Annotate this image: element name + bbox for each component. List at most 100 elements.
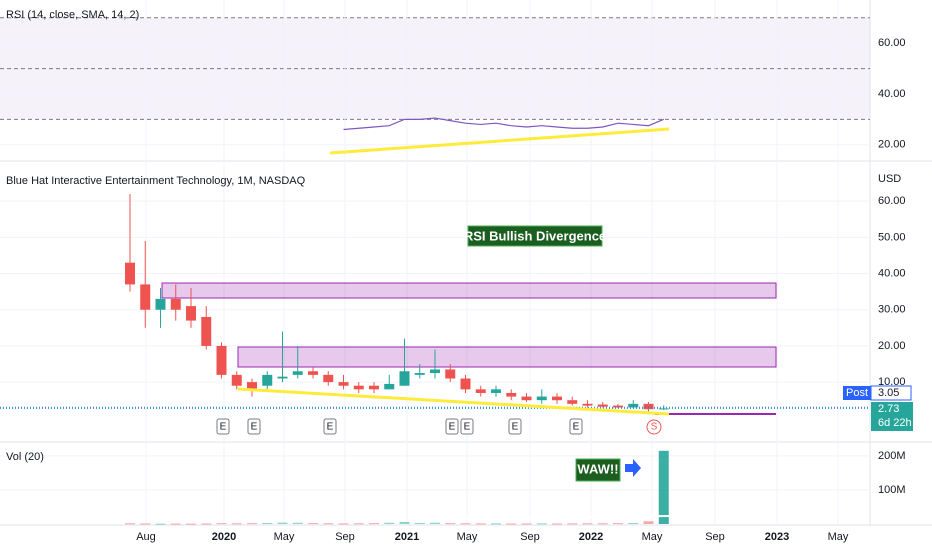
earnings-marker: E: [449, 422, 456, 433]
x-tick-label: 2022: [579, 531, 603, 543]
pane-label: Vol (20): [6, 451, 44, 463]
volume-bar: [567, 523, 578, 525]
x-tick-label: 2021: [395, 531, 419, 543]
volume-trendline: [424, 515, 670, 521]
earnings-marker: E: [251, 422, 258, 433]
x-tick-label: 2020: [212, 531, 236, 543]
arrow-icon: [625, 459, 641, 477]
last-price: 2.73: [878, 403, 899, 415]
candle-body: [277, 376, 288, 379]
candle-body: [186, 306, 196, 321]
rsi-trendline: [329, 127, 670, 155]
volume-bar: [247, 523, 257, 525]
candle-body: [201, 316, 212, 346]
volume-bar: [155, 523, 166, 525]
candle-body: [170, 298, 181, 310]
y-tick-label: 100M: [878, 484, 906, 496]
earnings-marker: E: [220, 422, 227, 433]
candle-body: [643, 403, 654, 410]
volume-bar: [506, 523, 517, 525]
annotation-box: [467, 225, 603, 247]
post-price-badge: [870, 385, 912, 401]
volume-bar: [628, 522, 639, 524]
annotation: WAW!!: [577, 461, 618, 476]
x-tick-label: Sep: [520, 531, 540, 543]
y-tick-label: 40.00: [878, 267, 906, 279]
volume-bar: [613, 523, 623, 525]
earnings-marker: E: [327, 422, 334, 433]
volume-bar: [643, 521, 654, 524]
candle-body: [399, 371, 410, 386]
candle-body: [628, 403, 639, 408]
volume-bar: [216, 523, 227, 525]
rsi-line: [343, 117, 664, 131]
candle-body: [369, 385, 379, 390]
annotation: RSI Bullish Divergence: [464, 228, 606, 243]
volume-bar: [582, 523, 593, 525]
volume-bar: [460, 523, 471, 525]
volume-bar: [384, 522, 395, 524]
candle-body: [155, 298, 166, 310]
candle-body: [567, 400, 578, 404]
candle-body: [597, 404, 608, 407]
countdown: 6d 22h: [878, 417, 912, 429]
price-trendline: [237, 387, 670, 416]
annotation-box: [575, 458, 621, 482]
candle-body: [292, 371, 303, 375]
volume-bar: [552, 523, 562, 525]
volume-bar: [262, 522, 273, 524]
volume-bar: [430, 522, 440, 524]
volume-bar: [597, 523, 608, 525]
candle-body: [445, 369, 456, 379]
earnings-icon: [216, 418, 230, 435]
y-tick-label: 60.00: [878, 37, 906, 49]
volume-bar: [475, 523, 486, 525]
x-tick-label: May: [828, 531, 849, 543]
x-tick-label: May: [642, 531, 663, 543]
last-price-badge: [871, 402, 913, 431]
candle-body: [491, 389, 501, 393]
volume-bar: [277, 522, 288, 524]
resistance-zone: [237, 346, 777, 368]
candle-body: [552, 396, 562, 401]
volume-bar: [201, 523, 212, 525]
candle-body: [582, 403, 593, 406]
candle-body: [475, 389, 486, 393]
earnings-icon: [445, 418, 459, 435]
y-tick-label: 40.00: [878, 88, 906, 100]
post-price: 3.05: [878, 387, 899, 399]
y-tick-label: 30.00: [878, 304, 906, 316]
candle-body: [506, 392, 517, 397]
candle-body: [430, 369, 440, 374]
split-icon: [646, 419, 662, 435]
candle-body: [247, 382, 257, 390]
earnings-marker: E: [512, 422, 519, 433]
candle-body: [460, 378, 471, 390]
earnings-icon: [508, 418, 522, 435]
y-tick-label: 10.00: [878, 376, 906, 388]
split-marker: S: [651, 422, 658, 433]
post-label: Post: [846, 387, 868, 399]
volume-bar: [140, 523, 151, 525]
earnings-marker: E: [464, 422, 471, 433]
candle-body: [216, 345, 227, 375]
y-tick-label: 200M: [878, 450, 906, 462]
candle-body: [231, 374, 242, 386]
candle-body: [384, 383, 395, 390]
volume-bar: [491, 523, 501, 525]
earnings-marker: E: [573, 422, 580, 433]
y-tick-label: 20.00: [878, 139, 906, 151]
volume-bar: [414, 522, 425, 524]
post-badge: [843, 386, 871, 400]
candle-body: [262, 374, 273, 386]
currency: USD: [878, 173, 901, 185]
earnings-icon: [460, 418, 474, 435]
volume-bar: [369, 523, 379, 525]
volume-bar: [338, 523, 349, 525]
volume-bar: [186, 523, 196, 525]
volume-bar: [231, 523, 242, 525]
volume-bar: [399, 521, 410, 524]
candle-body: [125, 262, 135, 285]
resistance-zone: [161, 282, 777, 299]
